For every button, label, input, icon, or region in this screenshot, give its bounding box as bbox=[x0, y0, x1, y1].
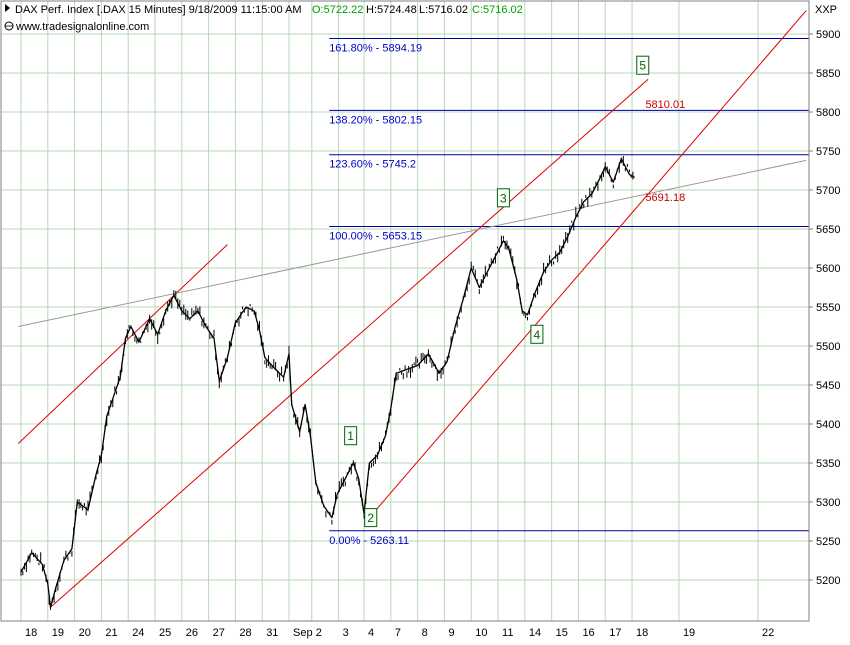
level-label: 5810.01 bbox=[645, 99, 685, 111]
wave-label-box bbox=[636, 55, 650, 75]
y-tick-label: 5600 bbox=[816, 263, 840, 275]
channel-line bbox=[369, 10, 807, 518]
grid bbox=[1, 1, 809, 621]
trendlines bbox=[17, 10, 807, 608]
y-tick-label: 5550 bbox=[816, 302, 840, 314]
wave-label-text: 4 bbox=[534, 328, 541, 342]
chart-header: DAX Perf. Index [.DAX 15 Minutes] 9/18/2… bbox=[4, 4, 837, 33]
x-tick-label: 25 bbox=[159, 627, 171, 639]
x-tick-label: 9 bbox=[448, 627, 454, 639]
fibonacci-levels: 161.80% - 5894.19 138.20% - 5802.15 123.60… bbox=[329, 38, 809, 547]
wave-label-5: 5 bbox=[636, 55, 650, 75]
fib-level-label: 100.00% - 5653.15 bbox=[329, 231, 422, 243]
x-tick-label: 31 bbox=[266, 627, 278, 639]
wave-label-text: 3 bbox=[500, 191, 507, 205]
axes: 5200 5250 5300 5350 5400 5450 5500 5550 5600 5650… bbox=[25, 29, 840, 639]
trendline bbox=[18, 159, 807, 327]
x-tick-label: 10 bbox=[475, 627, 487, 639]
channel-line bbox=[17, 244, 228, 444]
wave-label-2: 2 bbox=[364, 508, 378, 528]
wave-label-box bbox=[496, 188, 510, 208]
y-tick-label: 5400 bbox=[816, 419, 840, 431]
x-tick-label: 27 bbox=[213, 627, 225, 639]
y-tick-label: 5500 bbox=[816, 341, 840, 353]
fib-level-label: 0.00% - 5263.11 bbox=[329, 535, 409, 547]
x-tick-label: 17 bbox=[609, 627, 621, 639]
channel-line bbox=[50, 78, 649, 608]
fib-level-label: 123.60% - 5745.2 bbox=[329, 159, 416, 171]
x-tick-label: 8 bbox=[422, 627, 428, 639]
x-tick-label: 7 bbox=[395, 627, 401, 639]
y-tick-label: 5800 bbox=[816, 107, 840, 119]
wave-label-box bbox=[530, 324, 544, 344]
x-tick-label: 4 bbox=[368, 627, 374, 639]
x-tick-label: 22 bbox=[762, 627, 774, 639]
x-tick-label: 20 bbox=[79, 627, 91, 639]
wave-label-text: 1 bbox=[347, 429, 354, 443]
x-tick-label: 21 bbox=[105, 627, 117, 639]
y-tick-label: 5250 bbox=[816, 536, 840, 548]
price-series bbox=[20, 156, 636, 610]
chart-annotations: 5810.01 5691.18 1 2 3 4 5 bbox=[344, 55, 685, 528]
x-tick-label: 14 bbox=[529, 627, 541, 639]
x-tick-label: 16 bbox=[582, 627, 594, 639]
y-tick-label: 5300 bbox=[816, 497, 840, 509]
x-tick-label: 19 bbox=[683, 627, 695, 639]
x-tick-label: 28 bbox=[239, 627, 251, 639]
wave-label-text: 2 bbox=[367, 511, 374, 525]
y-tick-label: 5200 bbox=[816, 575, 840, 587]
wave-label-box bbox=[364, 508, 378, 528]
y-tick-label: 5700 bbox=[816, 185, 840, 197]
source-text: www.tradesignalonline.com bbox=[15, 21, 149, 33]
y-tick-label: 5900 bbox=[816, 29, 840, 41]
y-tick-label: 5750 bbox=[816, 146, 840, 158]
wave-label-1: 1 bbox=[344, 426, 358, 446]
x-tick-label: 18 bbox=[25, 627, 37, 639]
x-tick-label: 11 bbox=[502, 627, 513, 639]
x-tick-label: 19 bbox=[52, 627, 64, 639]
x-tick-label: 18 bbox=[636, 627, 648, 639]
wave-label-text: 5 bbox=[639, 59, 646, 73]
x-tick-label: Sep bbox=[293, 627, 313, 639]
ohlc-high: H:5724.48 bbox=[366, 4, 417, 16]
level-label: 5691.18 bbox=[645, 192, 685, 204]
x-tick-label: 24 bbox=[132, 627, 144, 639]
fib-level-label: 138.20% - 5802.15 bbox=[329, 114, 422, 126]
price-bars bbox=[20, 156, 634, 610]
x-tick-label: 26 bbox=[186, 627, 198, 639]
chart-title: DAX Perf. Index [.DAX 15 Minutes] 9/18/2… bbox=[15, 4, 302, 16]
ohlc-close: C:5716.02 bbox=[472, 4, 523, 16]
y-tick-label: 5850 bbox=[816, 68, 840, 80]
wave-label-4: 4 bbox=[530, 324, 544, 344]
symbol-label: XXP bbox=[815, 4, 837, 16]
wave-label-3: 3 bbox=[496, 188, 510, 208]
x-tick-label: 15 bbox=[556, 627, 568, 639]
x-tick-label: 3 bbox=[343, 627, 349, 639]
wave-label-box bbox=[344, 426, 358, 446]
y-tick-label: 5350 bbox=[816, 458, 840, 470]
y-tick-label: 5450 bbox=[816, 380, 840, 392]
header-arrow-icon bbox=[5, 4, 10, 12]
ohlc-low: L:5716.02 bbox=[419, 4, 468, 16]
x-tick-label: 2 bbox=[316, 627, 322, 639]
y-tick-label: 5650 bbox=[816, 224, 840, 236]
ohlc-open: O:5722.22 bbox=[312, 4, 363, 16]
fib-level-label: 161.80% - 5894.19 bbox=[329, 43, 422, 55]
